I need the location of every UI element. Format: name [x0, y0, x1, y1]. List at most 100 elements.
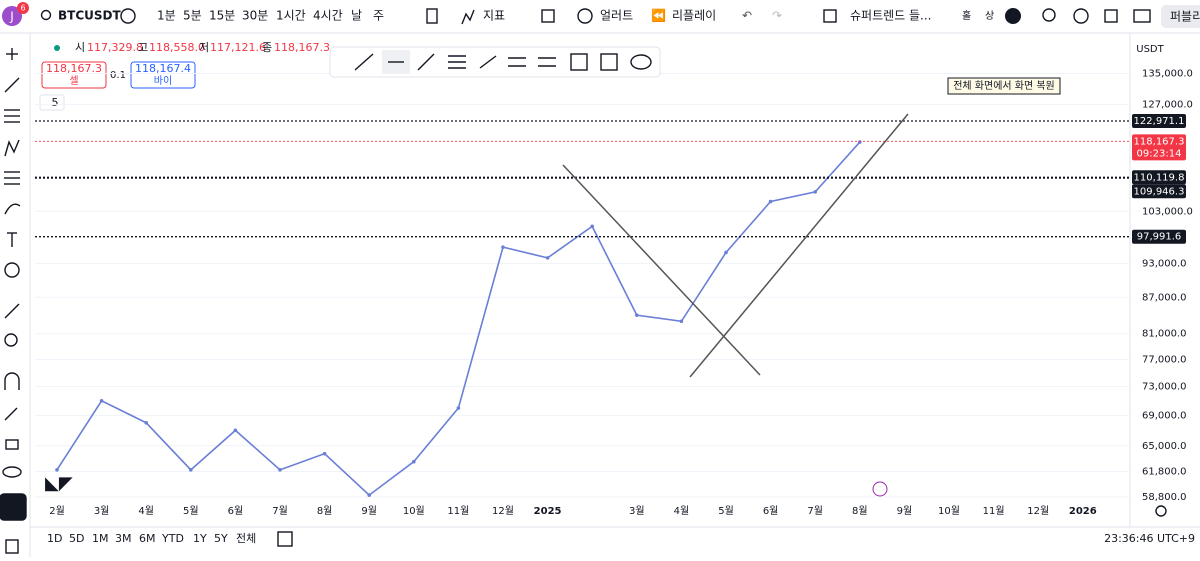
symbol[interactable]: BTCUSDT [58, 9, 121, 23]
x-tick-label: 6월 [763, 505, 779, 517]
price-tag-label: 122,971.1 [1134, 116, 1185, 127]
search-icon[interactable] [40, 9, 52, 21]
price-tag [1132, 184, 1186, 199]
legend-high: 118,558.0 [149, 41, 205, 54]
x-tick-label: 4월 [138, 505, 154, 517]
price-tag [1132, 170, 1186, 185]
price-tag [1132, 134, 1186, 161]
interval[interactable]: 5분 [183, 9, 202, 23]
indicators[interactable]: 지표 [483, 9, 505, 23]
x-tick-label: 8월 [852, 505, 868, 517]
price-point [590, 224, 594, 229]
profile-icon[interactable] [1005, 8, 1021, 24]
y-tick-label: 65,000.0 [1142, 441, 1187, 452]
price-point [412, 459, 416, 464]
left-toolbar [0, 48, 27, 554]
x-tick-label: 3월 [629, 505, 645, 517]
price-tag-label: 97,991.6 [1137, 232, 1182, 243]
range-button[interactable]: 1Y [193, 532, 207, 545]
undo[interactable]: ↶ [742, 9, 752, 23]
interval[interactable]: 15분 [209, 9, 235, 23]
y-tick-label: 61,800.0 [1142, 466, 1187, 477]
spread: 0.1 [110, 70, 126, 81]
layout-icon[interactable] [541, 9, 555, 23]
up[interactable]: 상 [985, 10, 994, 22]
x-tick-label: 9월 [897, 505, 913, 517]
y-tick-label: 103,000.0 [1142, 206, 1193, 217]
avatar[interactable] [2, 6, 22, 26]
x-tick-label: 3월 [94, 505, 110, 517]
x-tick-label: 5월 [183, 505, 199, 517]
indicator-icon[interactable] [461, 9, 475, 25]
fullscreen-icon[interactable] [1104, 9, 1118, 23]
replay[interactable]: 리플레이 [672, 9, 716, 23]
snapshot-icon[interactable] [1133, 9, 1151, 23]
y-tick-label: 69,000.0 [1142, 410, 1187, 421]
publish-button[interactable] [1161, 5, 1200, 28]
x-tick-label: 11월 [983, 505, 1005, 517]
range-button[interactable]: 5Y [214, 532, 228, 545]
hold[interactable]: 홀 [962, 9, 971, 22]
price-point [635, 313, 639, 317]
redo[interactable]: ↷ [772, 9, 782, 23]
buy-price: 118,167.4 [135, 62, 191, 75]
sell-price: 118,167.3 [46, 62, 102, 75]
drawing-tools[interactable] [354, 50, 652, 74]
range-button[interactable]: YTD [161, 532, 184, 545]
publish[interactable]: 퍼블리 [1170, 10, 1200, 24]
settings-icon[interactable] [1073, 8, 1089, 24]
chart-type-icon[interactable] [426, 8, 438, 24]
goto-date[interactable] [277, 531, 293, 547]
event-icon[interactable] [872, 481, 888, 497]
price-point [679, 319, 684, 324]
range-button[interactable]: 3M [115, 532, 132, 545]
legend-low: 117,121.6 [210, 41, 266, 54]
template[interactable]: 슈퍼트렌드 들... [850, 9, 932, 23]
trend-line[interactable] [562, 164, 761, 376]
notice-box [947, 77, 1061, 95]
range-button[interactable]: 1D [47, 532, 62, 545]
x-tick-label: 2월 [49, 505, 65, 517]
interval[interactable]: 주 [373, 9, 384, 23]
alert-icon[interactable] [577, 8, 593, 24]
x-tick-label: 8월 [317, 505, 333, 517]
template-icon[interactable] [823, 9, 837, 23]
legend-close: 118,167.3 [274, 41, 330, 54]
y-tick-label: 93,000.0 [1142, 258, 1187, 269]
price-tag-label: 118,167.3 [1134, 136, 1185, 147]
x-tick-label: 5월 [718, 505, 734, 517]
interval[interactable]: 1분 [157, 9, 176, 23]
search-tool[interactable] [1042, 8, 1056, 22]
range-button[interactable]: 6M [139, 532, 156, 545]
interval[interactable]: 1시간 [276, 9, 306, 23]
x-tick-label: 12월 [492, 505, 514, 517]
replay-icon[interactable]: ⏪ [651, 9, 666, 23]
x-tick-label: 6월 [228, 505, 244, 517]
range-button[interactable]: 전체 [236, 532, 256, 545]
trend-line[interactable] [689, 113, 909, 378]
range-button[interactable]: 1M [92, 532, 109, 545]
interval[interactable]: 30분 [242, 9, 268, 23]
x-tick-label: 7월 [807, 505, 823, 517]
interval[interactable]: 4시간 [313, 9, 343, 23]
price-point [99, 399, 104, 403]
collapse-button[interactable] [39, 94, 65, 111]
price-point [55, 468, 59, 472]
legend-low-label: 저 [199, 41, 209, 54]
axis-settings[interactable] [1155, 505, 1167, 517]
range-button[interactable]: 5D [69, 532, 84, 545]
x-tick-label: 4월 [674, 505, 690, 517]
buy-box[interactable] [130, 61, 196, 89]
x-tick-label: 2026 [1069, 506, 1097, 517]
alert[interactable]: 얼러트 [600, 9, 633, 23]
price-point [322, 451, 327, 456]
avatar-letter: J [9, 10, 14, 24]
interval[interactable]: 날 [351, 9, 362, 23]
add-symbol[interactable] [120, 8, 136, 24]
currency: USDT [1136, 44, 1164, 55]
price-point [813, 190, 817, 194]
collapsed-count: 5 [52, 96, 59, 109]
sell-box[interactable] [41, 61, 107, 89]
